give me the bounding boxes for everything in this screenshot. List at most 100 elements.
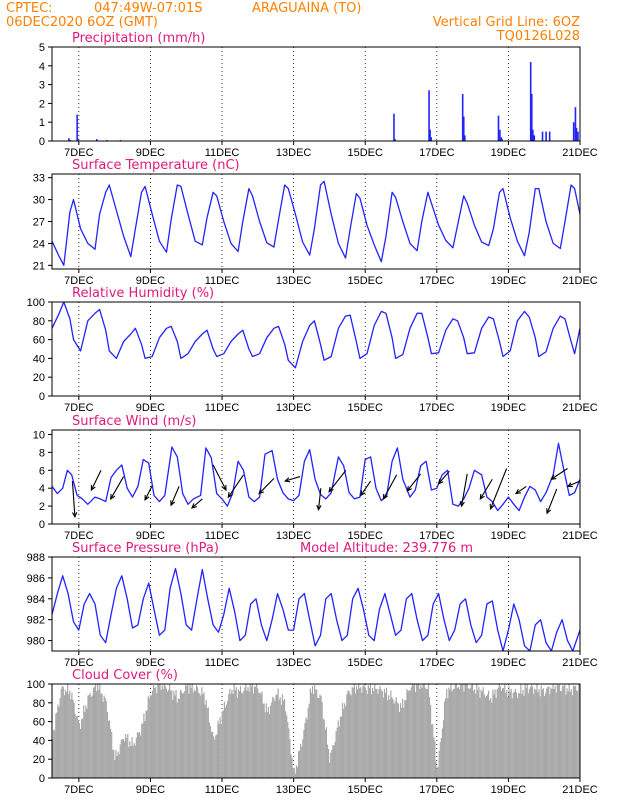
- cloud-bar: [202, 694, 204, 778]
- precip-bar: [529, 62, 532, 141]
- cloud-bar: [147, 696, 149, 778]
- cloud-bar: [440, 737, 442, 778]
- precip-bar: [575, 127, 578, 141]
- wind-panel-ytick-label: 2: [39, 501, 45, 513]
- panels: Precipitation (mm/h) 0 1 2 3 4 5 7DEC 9DEC 11DEC 1…: [27, 31, 598, 796]
- wind-arrowhead: [71, 511, 78, 519]
- temperature-panel-ytick-label: 30: [33, 195, 45, 207]
- cloud-bar: [368, 687, 370, 778]
- cloud-bar: [261, 691, 263, 778]
- cloud-bar: [340, 716, 343, 778]
- cloud-bar: [384, 692, 387, 778]
- cloud-bar: [430, 704, 432, 778]
- cloud-bar: [318, 698, 320, 778]
- cloud-bar: [441, 728, 444, 778]
- cloud-bar: [405, 700, 407, 778]
- cloud-bar: [267, 706, 270, 778]
- cloud-bar: [106, 711, 108, 778]
- cloud-bar: [514, 688, 517, 778]
- cloud-bar: [78, 723, 81, 778]
- cloud-bar: [214, 739, 216, 778]
- cloud-panel-data: [52, 684, 580, 778]
- cloud-bar: [562, 685, 564, 778]
- cloud-bar: [138, 732, 141, 778]
- precipitation-panel-xtick-label: 9DEC: [136, 147, 165, 159]
- cloud-bar: [146, 710, 148, 778]
- wind-arrowhead: [284, 477, 291, 483]
- cloud-bar: [198, 692, 200, 778]
- cloud-bar: [452, 689, 454, 778]
- temperature-panel-ytick-label: 24: [33, 238, 45, 250]
- cloud-bar: [292, 767, 294, 778]
- cloud-bar: [196, 687, 199, 778]
- cloud-bar: [477, 690, 479, 778]
- wind-arrowhead: [546, 508, 552, 515]
- cloud-bar: [489, 700, 491, 778]
- cloud-bar: [167, 689, 170, 778]
- precipitation-panel-ytick-label: 3: [39, 80, 45, 92]
- wind-vector: [479, 478, 493, 500]
- temperature-panel-xtick-label: 21DEC: [562, 275, 598, 287]
- humidity-panel-ytick-label: 40: [33, 353, 45, 365]
- cloud-bar: [336, 727, 338, 778]
- cloud-bar: [550, 687, 552, 778]
- cloud-bar: [238, 691, 241, 778]
- cloud-bar: [497, 687, 499, 778]
- cloud-bar: [453, 688, 455, 778]
- cloud-bar: [353, 684, 355, 778]
- cloud-bar: [276, 694, 278, 778]
- cloud-bar: [523, 695, 525, 778]
- cloud-bar: [123, 741, 126, 778]
- cloud-bar: [388, 695, 390, 778]
- cloud-bar: [310, 692, 313, 778]
- cloud-bar: [113, 749, 115, 778]
- cloud-bar: [130, 746, 132, 778]
- cloud-bar: [58, 706, 60, 778]
- pressure-panel-ytick-label: 986: [27, 573, 45, 585]
- cloud-bar: [131, 737, 133, 778]
- cloud-bar: [245, 684, 247, 778]
- wind-panel-ytick-label: 10: [33, 429, 45, 441]
- cloud-bar: [248, 691, 250, 778]
- cloud-bar: [416, 684, 418, 778]
- wind-panel-xtick-label: 21DEC: [562, 530, 598, 542]
- cloud-bar: [335, 731, 337, 778]
- humidity-panel-ytick-label: 20: [33, 372, 45, 384]
- cloud-bar: [566, 688, 568, 778]
- cloud-bar: [104, 697, 106, 778]
- header-coords: 047:49W-07:01S: [94, 1, 202, 16]
- wind-arrowhead: [221, 484, 227, 492]
- cloud-bar: [343, 708, 345, 778]
- cloud-bar: [540, 685, 542, 778]
- pressure-panel: Surface Pressure (hPa) Model Altitude: 23…: [27, 541, 598, 669]
- cloud-bar: [541, 689, 543, 778]
- cloud-bar: [89, 693, 91, 778]
- cloud-bar: [97, 684, 99, 778]
- cloud-bar: [84, 711, 86, 778]
- cloud-bar: [385, 687, 388, 778]
- wind-arrowhead: [514, 488, 521, 495]
- precip-bar: [577, 131, 579, 141]
- cloud-bar: [395, 697, 397, 778]
- cloud-bar: [155, 687, 157, 778]
- cloud-bar: [337, 720, 339, 778]
- cloud-bar: [568, 684, 570, 778]
- cloud-bar: [498, 684, 500, 778]
- wind-panel-data: [52, 442, 580, 519]
- precip-bar: [530, 94, 533, 141]
- cloud-bar: [548, 686, 550, 778]
- wind-vector: [328, 469, 347, 493]
- cloud-bar: [298, 750, 301, 778]
- cloud-bar: [268, 713, 271, 778]
- cloud-bar: [321, 702, 323, 778]
- pressure-panel-xtick-label: 9DEC: [136, 657, 165, 669]
- cloud-bar: [326, 744, 329, 778]
- cloud-bar: [263, 703, 265, 778]
- cloud-bar: [421, 687, 423, 778]
- cloud-panel-ytick-label: 100: [27, 679, 45, 691]
- cloud-bar: [436, 768, 438, 778]
- cloud-bar: [545, 688, 548, 778]
- cloud-bar: [62, 687, 64, 778]
- cloud-bar: [54, 730, 56, 778]
- cloud-bar: [102, 701, 104, 778]
